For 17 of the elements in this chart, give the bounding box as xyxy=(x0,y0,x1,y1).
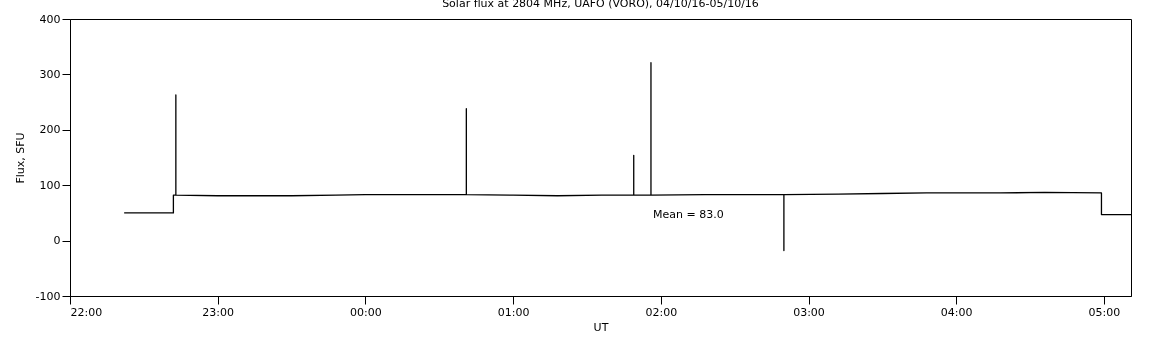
x-tick-label: 22:00 xyxy=(70,305,103,319)
y-tick-label: 400 xyxy=(39,12,61,26)
x-tick-label: 23:00 xyxy=(202,305,235,319)
y-axis-title: Flux, SFU xyxy=(13,132,27,184)
x-tick-label: 05:00 xyxy=(1088,305,1121,319)
x-tick-label: 00:00 xyxy=(350,305,382,319)
y-tick-label: 300 xyxy=(39,67,61,81)
x-tick-label: 03:00 xyxy=(793,305,825,319)
x-tick-label: 04:00 xyxy=(940,305,973,319)
y-tick-label: 200 xyxy=(39,123,61,137)
annotation: Mean = 83.0 xyxy=(653,208,724,221)
x-axis-title: UT xyxy=(593,320,609,334)
y-tick-label: 0 xyxy=(53,234,61,248)
y-tick-label: 100 xyxy=(39,178,61,192)
x-tick-label: 02:00 xyxy=(645,305,678,319)
y-tick-label: -100 xyxy=(35,289,61,303)
x-tick-label: 01:00 xyxy=(497,305,530,319)
